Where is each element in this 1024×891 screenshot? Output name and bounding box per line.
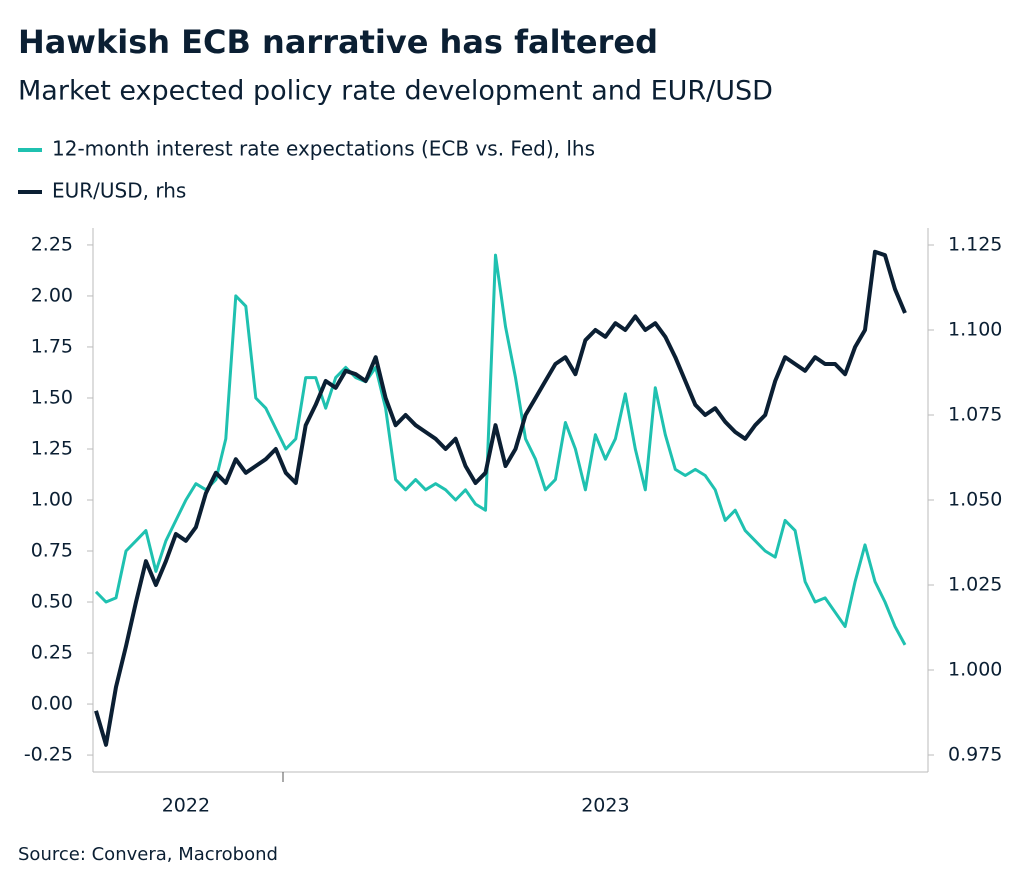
y-tick-label: 0.50 bbox=[31, 591, 73, 613]
chart-subtitle: Market expected policy rate development … bbox=[18, 76, 773, 107]
x-tick-label: 2023 bbox=[581, 795, 629, 817]
y2-tick-label: 1.125 bbox=[948, 234, 1002, 256]
x-tick-label: 2022 bbox=[162, 795, 210, 817]
y-tick-label: 0.00 bbox=[31, 693, 73, 715]
y-tick-label: 1.00 bbox=[31, 489, 73, 511]
y2-tick-label: 1.050 bbox=[948, 489, 1002, 511]
source: Source: Convera, Macrobond bbox=[18, 844, 278, 865]
y2-tick-label: 1.025 bbox=[948, 574, 1002, 596]
y-tick-label: 1.25 bbox=[31, 437, 73, 459]
y-tick-label: 2.25 bbox=[31, 233, 73, 255]
y-tick-label: 1.50 bbox=[31, 386, 73, 408]
y2-tick-label: 1.075 bbox=[948, 404, 1002, 426]
series-line bbox=[94, 249, 907, 747]
y2-tick-label: 0.975 bbox=[948, 744, 1002, 766]
y-tick-label: 2.00 bbox=[31, 284, 73, 306]
y2-tick-label: 1.100 bbox=[948, 319, 1002, 341]
y2-tick-label: 1.000 bbox=[948, 659, 1002, 681]
legend-label: 12-month interest rate expectations (ECB… bbox=[52, 137, 595, 161]
y-tick-label: 1.75 bbox=[31, 335, 73, 357]
chart-title: Hawkish ECB narrative has faltered bbox=[18, 23, 658, 61]
series-line bbox=[94, 253, 907, 646]
y-tick-label: 0.75 bbox=[31, 540, 73, 562]
y-tick-label: 0.25 bbox=[31, 642, 73, 664]
y-tick-label: -0.25 bbox=[24, 744, 73, 766]
legend-label: EUR/USD, rhs bbox=[52, 179, 186, 203]
